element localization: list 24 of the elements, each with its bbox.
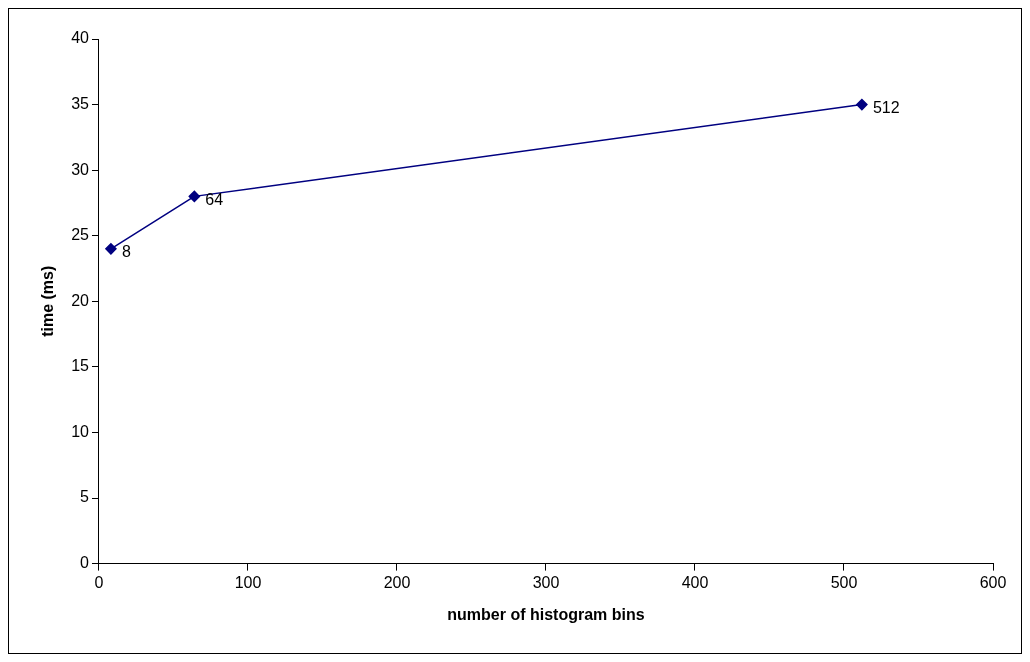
x-axis-title: number of histogram bins (447, 605, 645, 623)
x-tick-label: 300 (532, 573, 560, 591)
point (105, 243, 117, 255)
y-tick-label: 30 (71, 160, 90, 178)
x-tick-label: 400 (681, 573, 709, 591)
y-tick-label: 35 (71, 94, 90, 112)
point (188, 190, 201, 203)
x-tick-label: 200 (383, 573, 411, 591)
annotation: 512 (872, 98, 900, 116)
annotation: 64 (205, 190, 224, 208)
y-tick-label: 40 (71, 29, 90, 47)
y-tick-label: 5 (80, 488, 90, 506)
y-tick-label: 20 (71, 291, 90, 309)
point (856, 98, 868, 111)
x-tick-label: 100 (234, 573, 262, 591)
x-tick-label: 600 (979, 573, 1007, 591)
x-tick-label: 0 (94, 573, 104, 591)
y-tick-label: 25 (71, 226, 90, 244)
x-tick-label: 500 (830, 573, 858, 591)
annotation: 8 (121, 243, 131, 261)
y-tick-label: 0 (80, 554, 90, 572)
y-tick-label: 10 (71, 422, 90, 440)
y-axis-title: time (ms) (39, 265, 57, 337)
y-tick-label: 15 (71, 357, 90, 375)
